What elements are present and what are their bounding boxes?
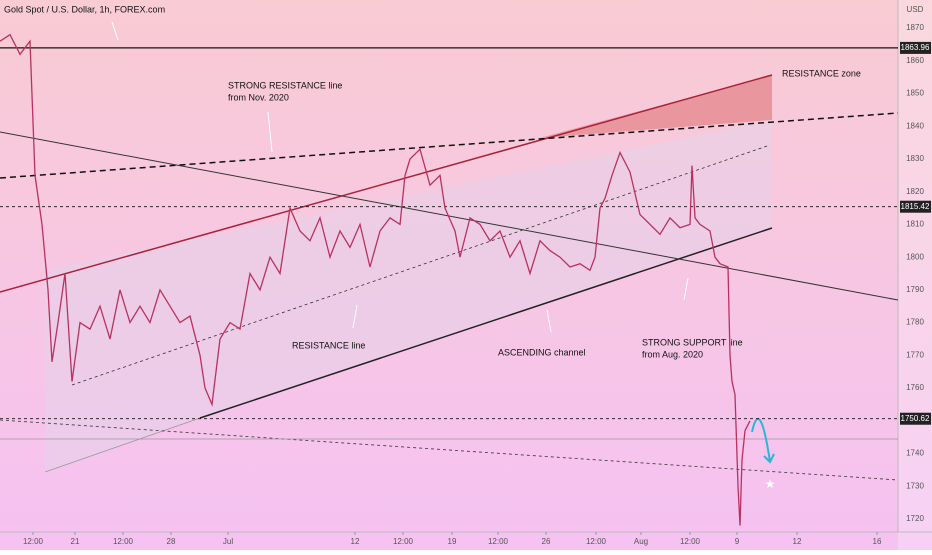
x-tick-label: 12:00: [393, 537, 414, 546]
x-tick-label: 12:00: [680, 537, 701, 546]
level-tag: [900, 200, 931, 213]
y-tick-label: 1860: [906, 56, 924, 65]
lower-line: [0, 419, 899, 481]
x-tick-label: 21: [71, 537, 80, 546]
y-tick-label: 1840: [906, 121, 924, 130]
x-tick-label: 12: [351, 537, 360, 546]
channel-top: [0, 74, 773, 293]
x-tick-label: 26: [542, 537, 551, 546]
y-tick-label: 1720: [906, 514, 924, 523]
level-tag: [900, 412, 931, 425]
star: ★: [765, 477, 776, 491]
y-tick-label: 1870: [906, 23, 924, 32]
x-tick-label: 28: [167, 537, 176, 546]
y-tick-label: 1790: [906, 285, 924, 294]
y-tick-label: 1850: [906, 89, 924, 98]
y-tick-label: 1830: [906, 154, 924, 163]
level-label: 1815.42: [901, 202, 930, 211]
x-tick-label: 9: [735, 537, 740, 546]
y-tick-label: 1730: [906, 481, 924, 490]
price-axis: [898, 0, 932, 550]
x-tick-label: 16: [873, 537, 882, 546]
price-line: [0, 33, 751, 526]
annotation: RESISTANCE zone: [782, 68, 861, 78]
pointer-lines: [111, 21, 689, 333]
level-label: 1863.96: [901, 43, 930, 52]
y-axis-label: USD: [907, 5, 924, 14]
level-label: 1750.62: [901, 414, 930, 423]
x-tick-label: Aug: [634, 537, 648, 546]
y-tick-label: 1820: [906, 187, 924, 196]
annotation: STRONG SUPPORT line: [642, 337, 743, 347]
annotation: from Aug. 2020: [642, 349, 703, 359]
y-tick-label: 1760: [906, 383, 924, 392]
annotation: ASCENDING channel: [498, 347, 586, 357]
channel-bottom: [199, 227, 773, 419]
x-tick-label: Jul: [223, 537, 233, 546]
y-tick-label: 1770: [906, 350, 924, 359]
x-tick-label: 12:00: [113, 537, 134, 546]
annotation: STRONG RESISTANCE line: [228, 80, 342, 90]
x-tick-label: 19: [448, 537, 457, 546]
x-tick-label: 12:00: [586, 537, 607, 546]
strong-resistance-line: [0, 112, 899, 179]
channel-area: [45, 120, 772, 472]
x-tick-label: 12:00: [23, 537, 44, 546]
annotation: from Nov. 2020: [228, 92, 289, 102]
level-tag: [900, 41, 931, 54]
x-tick-label: 12: [793, 537, 802, 546]
y-tick-label: 1740: [906, 449, 924, 458]
projection-arrow: [751, 418, 775, 464]
drawing-line: [44, 417, 201, 473]
y-tick-label: 1810: [906, 220, 924, 229]
x-tick-label: 12:00: [488, 537, 509, 546]
y-tick-label: 1780: [906, 318, 924, 327]
y-tick-label: 1800: [906, 252, 924, 261]
annotation: RESISTANCE line: [292, 340, 365, 350]
chart-title: Gold Spot / U.S. Dollar, 1h, FOREX.com: [4, 4, 165, 14]
